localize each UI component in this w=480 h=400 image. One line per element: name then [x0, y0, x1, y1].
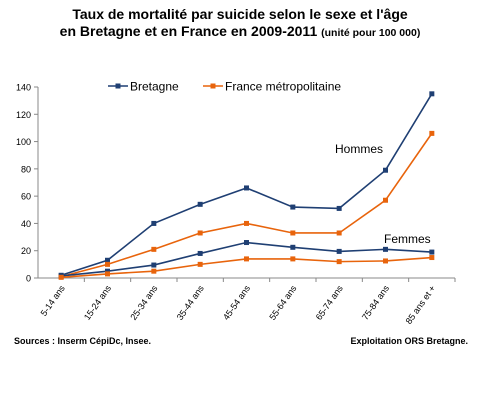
- legend-label: Bretagne: [130, 80, 179, 94]
- data-point: [383, 167, 388, 173]
- data-point: [290, 204, 296, 210]
- data-point: [383, 197, 388, 203]
- data-point: [151, 262, 157, 268]
- y-tick-label: 0: [26, 274, 31, 284]
- data-point: [197, 261, 203, 267]
- title-line-2-text: en Bretagne et en France en 2009-2011: [59, 23, 318, 39]
- data-point: [244, 256, 249, 262]
- data-point: [429, 249, 435, 255]
- series-hommes-bretagne: [58, 91, 435, 278]
- data-point: [58, 274, 64, 280]
- title-line-1: Taux de mortalité par suicide selon le s…: [72, 6, 408, 22]
- x-tick-label: 85 ans et +: [404, 283, 438, 325]
- data-point: [383, 258, 388, 264]
- x-tick-label: 65-74 ans: [314, 283, 345, 322]
- y-tick-label: 80: [21, 164, 31, 174]
- x-tick-label: 5-14 ans: [39, 283, 68, 318]
- data-point: [105, 271, 110, 277]
- data-point: [429, 255, 435, 261]
- data-point: [383, 246, 388, 252]
- y-tick-label: 100: [16, 137, 31, 147]
- legend: Bretagne France métropolitaine: [108, 80, 341, 94]
- data-point: [290, 244, 296, 250]
- data-point: [151, 220, 157, 226]
- data-point: [429, 130, 435, 136]
- x-tick-label: 75-84 ans: [360, 283, 391, 322]
- data-point: [244, 240, 249, 246]
- data-point: [290, 256, 296, 262]
- data-point: [244, 220, 249, 226]
- series-femmes-france: [58, 255, 435, 280]
- data-point: [336, 259, 342, 265]
- y-tick-label: 40: [21, 219, 31, 229]
- title-line-2: en Bretagne et en France en 2009-2011 (u…: [0, 23, 480, 42]
- x-tick-label: 35-44 ans: [175, 283, 206, 322]
- x-tick-label: 45-54 ans: [221, 283, 252, 322]
- annotation-hommes: Hommes: [335, 142, 383, 156]
- exploitation-note: Exploitation ORS Bretagne.: [350, 336, 468, 346]
- data-point: [105, 261, 110, 267]
- data-point: [197, 250, 203, 256]
- series-femmes-bretagne: [58, 240, 435, 279]
- annotation-femmes: Femmes: [384, 232, 431, 246]
- title-unit: (unité pour 100 000): [321, 27, 421, 39]
- data-point: [105, 268, 110, 274]
- y-tick-label: 120: [16, 110, 31, 120]
- data-point: [197, 201, 203, 207]
- x-tick-label: 25-34 ans: [128, 283, 159, 322]
- series-line: [60, 93, 433, 277]
- data-point: [429, 91, 435, 97]
- data-point: [336, 205, 342, 211]
- x-tick-label: 55-64 ans: [267, 283, 298, 322]
- legend-marker: [115, 83, 121, 89]
- sources-note: Sources : Inserm CépiDc, Insee.: [14, 336, 152, 346]
- chart-title: Taux de mortalité par suicide selon le s…: [0, 6, 480, 42]
- y-tick-label: 60: [21, 192, 31, 202]
- data-point: [290, 230, 296, 236]
- data-point: [151, 268, 157, 274]
- y-tick-label: 20: [21, 246, 31, 256]
- data-point: [151, 246, 157, 252]
- data-point: [336, 248, 342, 254]
- legend-label: France métropolitaine: [225, 80, 341, 94]
- data-point: [197, 230, 203, 236]
- series-hommes-france: [58, 130, 435, 280]
- y-tick-label: 140: [16, 83, 31, 93]
- legend-marker: [210, 83, 216, 89]
- data-point: [244, 185, 249, 191]
- x-tick-label: 15-24 ans: [82, 283, 113, 322]
- data-point: [336, 230, 342, 236]
- data-point: [105, 257, 110, 263]
